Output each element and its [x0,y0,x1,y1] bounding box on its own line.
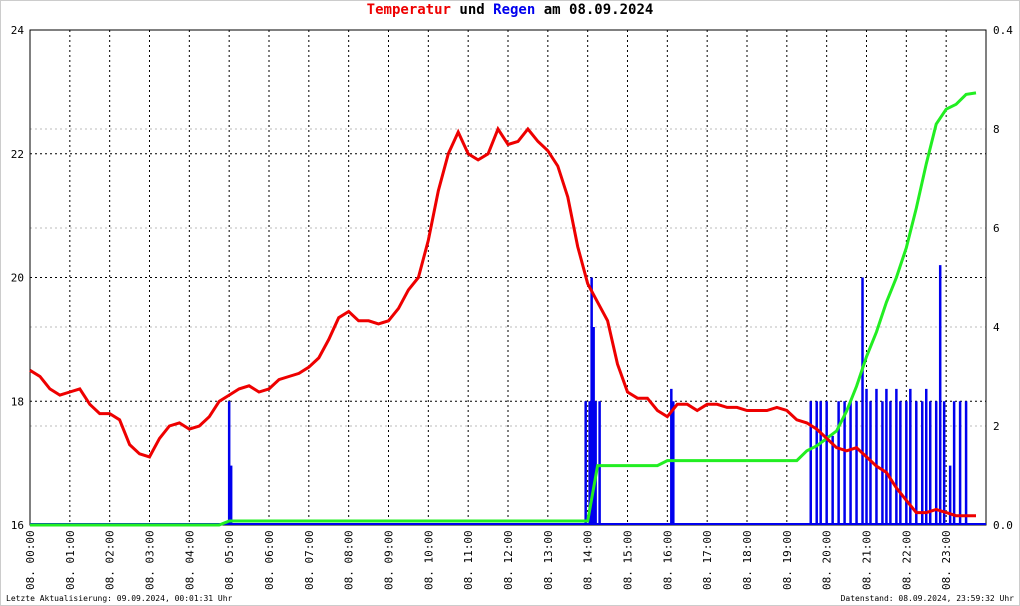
y-tick-label: 20 [11,272,24,285]
x-tick-label: 08. 06:00 [263,530,276,590]
x-tick-label: 08. 12:00 [502,530,515,590]
x-tick-label: 08. 21:00 [861,530,874,590]
x-tick-label: 08. 17:00 [701,530,714,590]
x-tick-label: 08. 18:00 [741,530,754,590]
y2-tick-label: 0.4 [993,24,1013,37]
x-tick-label: 08. 03:00 [144,530,157,590]
y2-tick-label: 6 [993,222,1000,235]
x-tick-label: 08. 22:00 [900,530,913,590]
y-tick-label: 16 [11,519,24,532]
title-part: Temperatur [367,2,451,18]
x-tick-label: 08. 08:00 [343,530,356,590]
y2-tick-label: 4 [993,321,1000,334]
x-tick-label: 08. 00:00 [24,530,37,590]
y2-tick-label: 8 [993,123,1000,136]
x-tick-label: 08. 07:00 [303,530,316,590]
footer-right: Datenstand: 08.09.2024, 23:59:32 Uhr [841,594,1015,603]
x-tick-label: 08. 02:00 [104,530,117,590]
x-tick-label: 08. 20:00 [821,530,834,590]
x-tick-label: 08. 13:00 [542,530,555,590]
title-part: und [459,2,484,18]
title-part: am 08.09.2024 [544,2,654,18]
y2-tick-label: 0.0 [993,519,1013,532]
footer-left: Letzte Aktualisierung: 09.09.2024, 00:01… [6,594,233,603]
x-tick-label: 08. 16:00 [661,530,674,590]
series-line [30,91,977,527]
x-tick-label: 08. 15:00 [622,530,635,590]
x-tick-label: 08. 23:00 [940,530,953,590]
title-part: Regen [493,2,535,18]
x-tick-label: 08. 05:00 [223,530,236,590]
x-tick-label: 08. 14:00 [582,530,595,590]
chart-title: Temperatur und Regen am 08.09.2024 [367,2,654,18]
x-tick-label: 08. 10:00 [422,530,435,590]
y-tick-label: 18 [11,395,24,408]
x-tick-label: 08. 04:00 [183,530,196,590]
x-tick-label: 08. 01:00 [64,530,77,590]
series-line [29,125,976,518]
x-tick-label: 08. 19:00 [781,530,794,590]
x-tick-label: 08. 11:00 [462,530,475,590]
y-tick-label: 24 [11,24,25,37]
y-tick-label: 22 [11,148,24,161]
y2-tick-label: 2 [993,420,1000,433]
x-tick-label: 08. 09:00 [383,530,396,590]
